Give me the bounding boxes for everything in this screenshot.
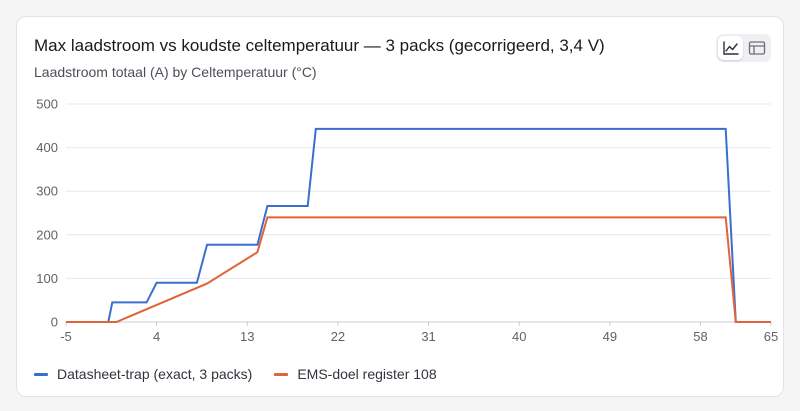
line-chart-icon (722, 41, 739, 55)
series-line-0[interactable] (66, 127, 771, 323)
y-tick-label: 300 (36, 184, 58, 199)
legend-label-ems: EMS-doel register 108 (297, 366, 437, 382)
legend-label-datasheet: Datasheet-trap (exact, 3 packs) (57, 366, 253, 382)
x-tick-label: 40 (512, 329, 526, 344)
legend-swatch-ems (274, 372, 289, 376)
chart-view-button[interactable] (718, 36, 743, 60)
x-tick-label: 31 (421, 329, 435, 344)
y-tick-label: 0 (51, 315, 58, 330)
chart-plot: 0 100 200 300 400 500 -5 4 13 22 31 40 49 58 65 (36, 97, 778, 345)
table-view-button[interactable] (744, 36, 769, 60)
chart-subtitle: Laadstroom totaal (A) by Celtemperatuur … (34, 64, 317, 80)
y-tick-label: 200 (36, 227, 58, 242)
legend-item-ems[interactable]: EMS-doel register 108 (274, 366, 437, 382)
view-toggle (716, 34, 771, 62)
series-line-1[interactable] (66, 216, 771, 323)
chart-legend: Datasheet-trap (exact, 3 packs) EMS-doel… (34, 366, 459, 382)
x-tick-label: 49 (603, 329, 617, 344)
x-tick-label: -5 (60, 329, 72, 344)
y-tick-label: 500 (36, 97, 58, 112)
legend-swatch-datasheet (34, 372, 48, 376)
chart-title: Max laadstroom vs koudste celtemperatuur… (34, 36, 605, 55)
x-tick-label: 58 (693, 329, 707, 344)
x-tick-label: 22 (331, 329, 345, 344)
y-tick-label: 400 (36, 140, 58, 155)
x-tick-label: 13 (240, 329, 254, 344)
y-tick-label: 100 (36, 271, 58, 286)
chart-card: Max laadstroom vs koudste celtemperatuur… (16, 16, 784, 397)
legend-item-datasheet[interactable]: Datasheet-trap (exact, 3 packs) (34, 366, 252, 382)
table-icon (748, 41, 765, 55)
x-tick-label: 65 (764, 329, 778, 344)
x-tick-label: 4 (153, 329, 160, 344)
